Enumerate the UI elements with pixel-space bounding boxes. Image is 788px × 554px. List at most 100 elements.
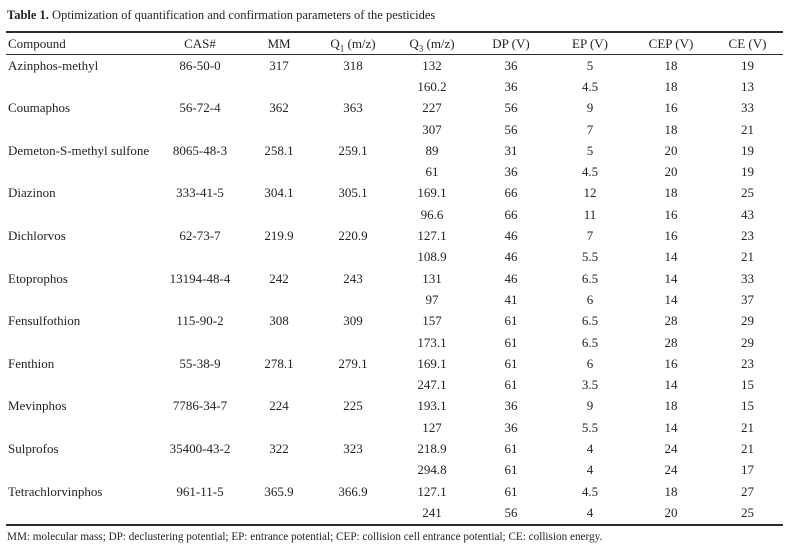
cell-q3: 127 — [422, 419, 442, 435]
cell-q1 — [314, 247, 392, 268]
cell-ep: 9 — [586, 398, 594, 414]
cell-ep: 7 — [586, 228, 594, 244]
cell-q1 — [314, 460, 392, 481]
cell-cas — [156, 417, 244, 438]
cell-ce: 37 — [741, 291, 754, 307]
cell-cep: 20 — [664, 164, 678, 180]
cell-compound — [6, 460, 156, 481]
cell-ce: 21 — [741, 121, 754, 137]
table-row: Fensulfothion 115-90-2 308 309 157 61 6.5 28 29 — [6, 311, 783, 332]
cell-compound: Fenthion — [8, 355, 55, 371]
table-row: Mevinphos 7786-34-7 224 225 193.1 36 9 18 15 — [6, 396, 783, 417]
cell-cas — [156, 204, 244, 225]
cell-q3: 307 — [422, 121, 442, 137]
cell-cep: 20 — [664, 142, 678, 158]
cell-mm — [244, 76, 314, 97]
cell-cep: 16 — [664, 100, 678, 116]
cell-cep: 14 — [664, 291, 678, 307]
cell-q3: 247.1 — [417, 377, 447, 393]
cell-compound — [6, 374, 156, 395]
table-row: 247.1 61 3.5 14 15 — [6, 374, 783, 395]
cell-dp: 61 — [504, 440, 518, 456]
cell-q3: 227 — [422, 100, 442, 116]
cell-ep: 4.5 — [581, 164, 599, 180]
cell-cep: 14 — [664, 270, 678, 286]
cell-cas: 333-41-5 — [176, 185, 224, 201]
cell-compound: Coumaphos — [8, 100, 71, 116]
cell-ce: 21 — [741, 249, 754, 265]
cell-cas — [156, 161, 244, 182]
cell-cep: 16 — [664, 206, 678, 222]
cell-ep: 11 — [583, 206, 597, 222]
cell-q3: 294.8 — [417, 462, 447, 478]
cell-mm: 224 — [269, 398, 289, 414]
column-header-ce: CE (V) — [712, 32, 783, 55]
table-row: Sulprofos 35400-43-2 322 323 218.9 61 4 24 21 — [6, 438, 783, 459]
cell-dp: 66 — [504, 206, 518, 222]
cell-mm: 362 — [269, 100, 289, 116]
cell-q3: 169.1 — [417, 185, 447, 201]
table-row: 294.8 61 4 24 17 — [6, 460, 783, 481]
table-body: Azinphos-methyl 86-50-0 317 318 132 36 5 18 19 16… — [6, 55, 783, 525]
column-header-q3: Q3 (m/z) — [392, 32, 472, 55]
cell-compound — [6, 289, 156, 310]
cell-ce: 23 — [741, 355, 754, 371]
cell-ep: 6 — [586, 291, 594, 307]
cell-cas — [156, 374, 244, 395]
cell-dp: 61 — [504, 462, 518, 478]
cell-cep: 18 — [664, 483, 678, 499]
table-row: Azinphos-methyl 86-50-0 317 318 132 36 5 18 19 — [6, 55, 783, 77]
cell-cep: 14 — [664, 419, 678, 435]
table-caption: Optimization of quantification and confi… — [48, 8, 436, 22]
cell-ep: 6.5 — [581, 270, 599, 286]
cell-mm — [244, 161, 314, 182]
cell-q3: 127.1 — [417, 483, 447, 499]
table-row: Tetrachlorvinphos 961-11-5 365.9 366.9 127.1… — [6, 481, 783, 502]
cell-compound: Dichlorvos — [8, 228, 66, 244]
cell-q1 — [314, 417, 392, 438]
table-row: 61 36 4.5 20 19 — [6, 161, 783, 182]
cell-compound: Fensulfothion — [8, 313, 81, 329]
cell-dp: 61 — [504, 334, 518, 350]
cell-ce: 29 — [741, 334, 754, 350]
cell-q3: 89 — [425, 142, 439, 158]
table-row: Fenthion 55-38-9 278.1 279.1 169.1 61 6 16 23 — [6, 353, 783, 374]
cell-ce: 17 — [741, 462, 754, 478]
cell-q3: 157 — [422, 313, 442, 329]
cell-cas: 7786-34-7 — [172, 398, 228, 414]
cell-compound: Mevinphos — [8, 398, 67, 414]
cell-dp: 56 — [504, 121, 518, 137]
cell-cep: 18 — [664, 57, 678, 73]
cell-ep: 5 — [586, 57, 594, 73]
cell-compound — [6, 417, 156, 438]
cell-cas: 115-90-2 — [176, 313, 224, 329]
cell-q1: 366.9 — [338, 483, 368, 499]
cell-cas — [156, 502, 244, 524]
cell-ep: 4.5 — [581, 483, 599, 499]
cell-mm — [244, 247, 314, 268]
cell-dp: 61 — [504, 355, 518, 371]
cell-dp: 36 — [504, 78, 518, 94]
cell-q1: 243 — [343, 270, 363, 286]
cell-cep: 28 — [664, 313, 678, 329]
cell-ce: 25 — [741, 185, 754, 201]
cell-ce: 19 — [741, 57, 754, 73]
table-row: 160.2 36 4.5 18 13 — [6, 76, 783, 97]
cell-dp: 61 — [504, 377, 518, 393]
table-row: 108.9 46 5.5 14 21 — [6, 247, 783, 268]
cell-ce: 23 — [741, 228, 754, 244]
cell-q3: 193.1 — [417, 398, 447, 414]
cell-q1: 259.1 — [338, 142, 368, 158]
cell-q3: 61 — [425, 164, 439, 180]
cell-q3: 97 — [425, 291, 439, 307]
cell-dp: 66 — [504, 185, 518, 201]
cell-dp: 46 — [504, 228, 518, 244]
cell-q1 — [314, 119, 392, 140]
table-row: 96.6 66 11 16 43 — [6, 204, 783, 225]
cell-cas: 56-72-4 — [179, 100, 221, 116]
cell-q1 — [314, 502, 392, 524]
cell-ep: 5 — [586, 142, 594, 158]
table-row: Diazinon 333-41-5 304.1 305.1 169.1 66 12 18 25 — [6, 183, 783, 204]
cell-mm: 242 — [269, 270, 289, 286]
cell-ep: 6.5 — [581, 313, 599, 329]
